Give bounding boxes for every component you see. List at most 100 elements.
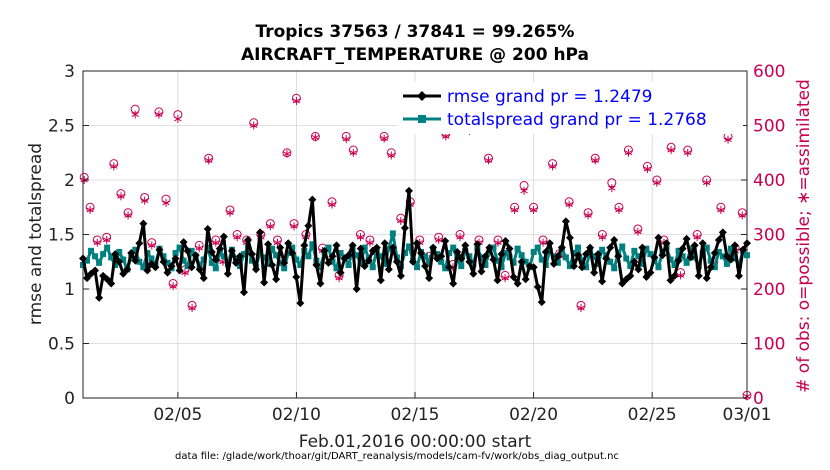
obs-assimilated-marker bbox=[501, 274, 509, 283]
rmse-point bbox=[561, 217, 570, 226]
rmse-point bbox=[421, 262, 430, 271]
totalspread-point bbox=[329, 258, 336, 265]
obs-assimilated-marker bbox=[676, 271, 685, 280]
rmse-point bbox=[537, 298, 546, 307]
totalspread-point bbox=[240, 251, 247, 258]
obs-assimilated-marker bbox=[397, 216, 405, 225]
rmse-point bbox=[553, 252, 562, 261]
obs-assimilated-stroke bbox=[693, 234, 701, 240]
y-tick-label-right: 300 bbox=[753, 226, 785, 246]
totalspread-point bbox=[438, 258, 445, 265]
obs-assimilated-stroke bbox=[117, 193, 125, 199]
rmse-point bbox=[686, 253, 695, 262]
totalspread-point bbox=[401, 250, 408, 257]
obs-assimilated-marker bbox=[598, 233, 607, 242]
obs-assimilated-marker bbox=[702, 178, 711, 187]
obs-assimilated-stroke bbox=[366, 240, 374, 246]
rmse-point bbox=[227, 246, 236, 255]
totalspread-point bbox=[92, 253, 99, 260]
totalspread-point bbox=[116, 248, 123, 255]
rmse-point bbox=[505, 244, 514, 253]
legend-background bbox=[398, 82, 743, 134]
obs-assimilated-stroke bbox=[110, 163, 118, 169]
obs-assimilated-marker bbox=[349, 148, 358, 157]
rmse-point bbox=[364, 256, 373, 265]
totalspread-point bbox=[184, 263, 191, 270]
x-tick-label: 02/05 bbox=[153, 405, 202, 425]
rmse-point bbox=[107, 279, 116, 288]
rmse-point bbox=[159, 257, 168, 266]
rmse-line bbox=[81, 189, 749, 305]
totalspread-point bbox=[148, 255, 155, 262]
legend-rmse-label: rmse grand pr = 1.2479 bbox=[447, 87, 652, 107]
x-tick-label: 03/01 bbox=[723, 405, 772, 425]
obs-assimilated-marker bbox=[103, 235, 111, 244]
rmse-point bbox=[501, 237, 510, 246]
totalspread-point bbox=[164, 259, 171, 266]
obs-assimilated-stroke bbox=[501, 275, 509, 281]
totalspread-point bbox=[414, 264, 421, 271]
rmse-point bbox=[127, 249, 136, 258]
totalspread-point bbox=[667, 256, 674, 263]
rmse-point bbox=[557, 243, 566, 252]
rmse-point bbox=[602, 254, 611, 263]
x-tick-label: 02/20 bbox=[509, 405, 558, 425]
obs-assimilated-stroke bbox=[529, 207, 538, 213]
rmse-point bbox=[654, 233, 663, 242]
obs-assimilated-marker bbox=[387, 151, 395, 160]
obs-assimilated-marker bbox=[548, 162, 557, 171]
rmse-point bbox=[658, 251, 667, 260]
obs-assimilated-stroke bbox=[328, 202, 336, 207]
obs-assimilated-marker bbox=[591, 156, 599, 165]
totalspread-point bbox=[446, 250, 453, 257]
totalspread-point bbox=[160, 253, 167, 260]
totalspread-point bbox=[132, 246, 139, 253]
rmse-point bbox=[489, 255, 498, 264]
obs-assimilated-marker bbox=[510, 205, 519, 214]
rmse-point bbox=[449, 279, 458, 288]
rmse-point bbox=[187, 263, 196, 272]
obs-assimilated-stroke bbox=[188, 305, 196, 311]
rmse-point bbox=[276, 243, 285, 252]
obs-assimilated-stroke bbox=[335, 275, 343, 281]
rmse-point bbox=[296, 299, 305, 308]
rmse-point bbox=[280, 258, 289, 267]
totalspread-point bbox=[679, 253, 686, 260]
rmse-point bbox=[272, 275, 281, 284]
rmse-point bbox=[175, 266, 184, 275]
totalspread-point bbox=[514, 245, 521, 252]
obs-assimilated-marker bbox=[584, 211, 592, 220]
rmse-point bbox=[565, 233, 574, 242]
obs-assimilated-marker bbox=[131, 110, 139, 119]
totalspread-point bbox=[136, 258, 143, 265]
obs-assimilated-marker bbox=[684, 148, 692, 157]
obs-assimilated-stroke bbox=[290, 223, 298, 229]
rmse-point bbox=[714, 235, 723, 244]
rmse-point bbox=[469, 269, 478, 278]
obs-assimilated-stroke bbox=[204, 157, 213, 163]
obs-assimilated-stroke bbox=[539, 240, 547, 246]
rmse-point bbox=[223, 269, 232, 278]
obs-assimilated-stroke bbox=[548, 163, 557, 169]
rmse-point bbox=[465, 257, 474, 266]
totalspread-point bbox=[494, 257, 501, 264]
rmse-point bbox=[171, 254, 180, 263]
obs-assimilated-stroke bbox=[124, 212, 132, 218]
y-tick-label-left: 1 bbox=[64, 280, 75, 300]
rmse-point bbox=[380, 239, 389, 248]
y-axis-label-left: rmse and totalspread bbox=[26, 143, 46, 325]
obs-assimilated-stroke bbox=[266, 223, 275, 229]
totalspread-point bbox=[381, 260, 388, 267]
rmse-point bbox=[356, 244, 365, 253]
totalspread-point bbox=[337, 250, 344, 257]
rmse-point bbox=[541, 247, 550, 256]
totalspread-point bbox=[631, 247, 638, 254]
rmse-point bbox=[203, 225, 212, 234]
totalspread-point bbox=[647, 251, 654, 258]
rmse-point bbox=[207, 247, 216, 256]
rmse-point bbox=[344, 251, 353, 260]
rmse-point bbox=[682, 234, 691, 243]
rmse-point bbox=[384, 265, 393, 274]
obs-assimilated-stroke bbox=[634, 229, 642, 235]
